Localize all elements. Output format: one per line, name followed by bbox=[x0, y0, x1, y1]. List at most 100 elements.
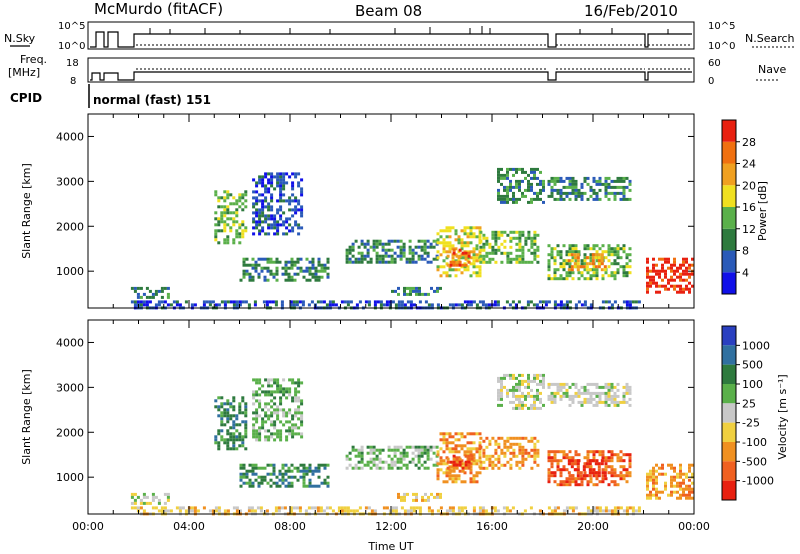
heatmap-cell bbox=[375, 463, 379, 467]
heatmap-cell bbox=[381, 257, 385, 261]
heatmap-cell bbox=[455, 263, 459, 267]
heatmap-cell bbox=[252, 411, 256, 415]
heatmap-cell bbox=[423, 445, 427, 449]
heatmap-cell bbox=[682, 287, 685, 291]
heatmap-cell bbox=[509, 388, 512, 392]
colorbar-swatch bbox=[722, 163, 736, 186]
colorbar-swatch bbox=[722, 250, 736, 273]
heatmap-cell bbox=[375, 239, 379, 243]
heatmap-cell bbox=[518, 382, 521, 386]
heatmap-cell bbox=[576, 256, 580, 260]
heatmap-cell bbox=[556, 483, 560, 487]
heatmap-cell bbox=[273, 420, 277, 424]
heatmap-cell bbox=[320, 275, 324, 279]
nsky-tick-lo: 10^0 bbox=[58, 41, 85, 52]
heatmap-cell bbox=[573, 256, 577, 260]
heatmap-cell bbox=[133, 506, 137, 510]
heatmap-cell bbox=[604, 182, 608, 186]
heatmap-cell bbox=[418, 289, 421, 293]
heatmap-cell bbox=[267, 223, 271, 227]
heatmap-cell bbox=[351, 260, 355, 264]
heatmap-cell bbox=[500, 394, 503, 398]
heatmap-cell bbox=[276, 405, 280, 409]
heatmap-cell bbox=[616, 382, 620, 386]
heatmap-cell bbox=[274, 509, 278, 513]
heatmap-cell bbox=[518, 388, 521, 392]
heatmap-cell bbox=[399, 245, 403, 249]
heatmap-cell bbox=[622, 250, 626, 254]
heatmap-cell bbox=[550, 397, 554, 401]
heatmap-cell bbox=[267, 178, 271, 182]
heatmap-cell bbox=[266, 269, 270, 273]
heatmap-cell bbox=[314, 266, 318, 270]
heatmap-cell bbox=[503, 188, 506, 192]
heatmap-cell bbox=[521, 382, 524, 386]
heatmap-cell bbox=[300, 402, 304, 406]
heatmap-cell bbox=[556, 197, 560, 201]
heatmap-cell bbox=[466, 268, 470, 272]
heatmap-cell bbox=[232, 202, 236, 206]
heatmap-cell bbox=[460, 253, 464, 257]
heatmap-cell bbox=[285, 438, 289, 442]
heatmap-cell bbox=[348, 251, 352, 255]
heatmap-cell bbox=[631, 509, 635, 513]
heatmap-cell bbox=[622, 400, 626, 404]
heatmap-cell bbox=[255, 438, 259, 442]
heatmap-cell bbox=[463, 480, 467, 484]
heatmap-cell bbox=[258, 181, 262, 185]
heatmap-cell bbox=[273, 220, 277, 224]
heatmap-cell bbox=[565, 394, 569, 398]
heatmap-cell bbox=[261, 220, 265, 224]
heatmap-cell bbox=[589, 391, 593, 395]
heatmap-cell bbox=[530, 245, 534, 249]
heatmap-cell bbox=[553, 176, 557, 180]
heatmap-cell bbox=[285, 435, 289, 439]
heatmap-cell bbox=[451, 268, 455, 272]
heatmap-cell bbox=[482, 439, 486, 443]
heatmap-cell bbox=[652, 478, 655, 482]
heatmap-cell bbox=[553, 247, 557, 251]
heatmap-cell bbox=[288, 390, 292, 394]
heatmap-cell bbox=[273, 223, 277, 227]
heatmap-cell bbox=[400, 506, 404, 510]
heatmap-cell bbox=[154, 506, 158, 510]
heatmap-cell bbox=[536, 233, 540, 237]
heatmap-cell bbox=[446, 466, 450, 470]
heatmap-cell bbox=[449, 263, 453, 267]
heatmap-cell bbox=[417, 460, 421, 464]
heatmap-cell bbox=[217, 506, 221, 510]
heatmap-cell bbox=[232, 223, 236, 227]
heatmap-cell bbox=[357, 451, 361, 455]
heatmap-cell bbox=[396, 445, 400, 449]
heatmap-cell bbox=[622, 397, 626, 401]
heatmap-cell bbox=[400, 303, 404, 307]
heatmap-cell bbox=[259, 506, 263, 510]
heatmap-cell bbox=[604, 385, 608, 389]
heatmap-cell bbox=[682, 272, 685, 276]
heatmap-cell bbox=[679, 472, 682, 476]
heatmap-cell bbox=[242, 272, 246, 276]
heatmap-cell bbox=[547, 182, 551, 186]
heatmap-cell bbox=[521, 400, 524, 404]
heatmap-cell bbox=[667, 463, 670, 467]
heatmap-cell bbox=[583, 247, 587, 251]
heatmap-cell bbox=[448, 435, 452, 439]
heatmap-cell bbox=[282, 187, 286, 191]
heatmap-cell bbox=[488, 439, 492, 443]
heatmap-cell bbox=[439, 265, 443, 269]
heatmap-cell bbox=[547, 265, 551, 269]
heatmap-cell bbox=[527, 391, 530, 395]
heatmap-cell bbox=[276, 417, 280, 421]
heatmap-cell bbox=[577, 188, 581, 192]
heatmap-cell bbox=[247, 509, 251, 513]
heatmap-cell bbox=[278, 472, 282, 476]
heatmap-cell bbox=[628, 300, 632, 304]
heatmap-cell bbox=[658, 490, 661, 494]
heatmap-cell bbox=[293, 263, 297, 267]
heatmap-cell bbox=[565, 477, 569, 481]
heatmap-cell bbox=[682, 481, 685, 485]
heatmap-cell bbox=[279, 208, 283, 212]
heatmap-cell bbox=[280, 506, 284, 510]
heatmap-cell bbox=[664, 287, 667, 291]
heatmap-cell bbox=[524, 451, 528, 455]
